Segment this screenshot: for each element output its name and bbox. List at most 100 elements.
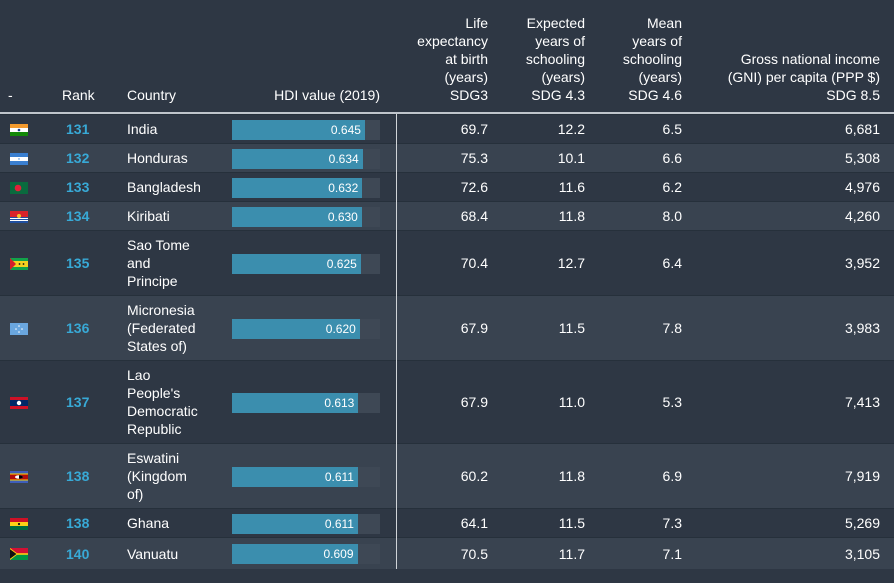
rank-link[interactable]: 132 [66, 150, 90, 166]
country-name-line: Lao [127, 367, 151, 383]
country-name-line: States of) [127, 338, 187, 354]
hdi-value: 0.620 [325, 321, 356, 336]
hdi-bar [232, 148, 363, 169]
rank-link[interactable]: 135 [66, 255, 90, 271]
rank-link[interactable]: 138 [66, 468, 90, 484]
vanuatu-flag-icon [10, 548, 28, 560]
expected-schooling-value: 11.6 [558, 179, 585, 195]
table-row[interactable]: 134 Kiribati 0.630 68.4 11.8 8.0 4,260 [0, 201, 894, 230]
rank-link[interactable]: 138 [66, 515, 90, 531]
hdi-bar-track: 0.611 [232, 466, 380, 487]
header-mean-line: schooling [622, 51, 682, 67]
table-row[interactable]: 137 Lao People's Democratic Republic 0.613 67.… [0, 360, 894, 443]
gni-value: 4,260 [844, 208, 880, 224]
header-mean-line: SDG 4.6 [628, 87, 682, 103]
gni-value: 4,976 [844, 179, 880, 195]
country-name[interactable]: Kiribati [127, 202, 227, 230]
header-hdi[interactable]: HDI value (2019) [232, 0, 380, 112]
mean-schooling-value: 5.3 [662, 394, 682, 410]
header-rank-label: Rank [62, 87, 95, 103]
table-row[interactable]: 132 Honduras 0.634 75.3 10.1 6.6 5,308 [0, 143, 894, 172]
mean-schooling-value: 7.8 [662, 320, 682, 336]
table-row[interactable]: 133 Bangladesh 0.632 72.6 11.6 6.2 4,976 [0, 172, 894, 201]
expected-schooling-value: 11.5 [558, 320, 585, 336]
gni-value: 5,308 [844, 150, 880, 166]
life-expectancy-value: 64.1 [460, 515, 488, 531]
header-mean-schooling[interactable]: Mean years of schooling (years) SDG 4.6 [586, 0, 682, 112]
rank-link[interactable]: 136 [66, 320, 90, 336]
country-name[interactable]: Sao Tome and Principe [127, 231, 227, 295]
country-name[interactable]: India [127, 115, 227, 143]
header-mean-label: Mean years of schooling (years) SDG 4.6 [586, 14, 682, 104]
country-name[interactable]: Bangladesh [127, 173, 227, 201]
table-footer-space [0, 569, 894, 583]
header-life-expectancy[interactable]: Life expectancy at birth (years) SDG3 [396, 0, 488, 112]
mean-schooling-value: 6.2 [662, 179, 682, 195]
eswatini-flag-icon [10, 470, 28, 483]
header-gni[interactable]: Gross national income (GNI) per capita (P… [684, 0, 880, 112]
country-name[interactable]: Vanuatu [127, 538, 227, 569]
hdi-bar [232, 318, 360, 339]
expected-schooling-value: 12.2 [557, 121, 585, 137]
header-life-line: SDG3 [449, 87, 488, 103]
header-expected-label: Expected years of schooling (years) SDG 4.3 [490, 14, 585, 104]
table-row[interactable]: 138 Eswatini (Kingdom of) 0.611 60.2 11.8 6.9 7,… [0, 443, 894, 508]
header-rank[interactable]: Rank [62, 0, 112, 112]
country-name[interactable]: Lao People's Democratic Republic [127, 361, 227, 443]
header-country[interactable]: Country [127, 0, 227, 112]
rank-link[interactable]: 134 [66, 208, 90, 224]
expected-schooling-value: 11.0 [558, 394, 585, 410]
country-name[interactable]: Micronesia (Federated States of) [127, 296, 227, 360]
hdi-bar-track: 0.620 [232, 318, 380, 339]
header-gni-label: Gross national income (GNI) per capita (P… [684, 50, 880, 104]
expected-schooling-value: 11.5 [558, 515, 585, 531]
header-mean-line: years of [632, 33, 682, 49]
country-name-line: Honduras [127, 150, 188, 166]
hdi-bar-track: 0.613 [232, 392, 380, 413]
country-name[interactable]: Ghana [127, 509, 227, 537]
table-row[interactable]: 140 Vanuatu 0.609 70.5 11.7 7.1 3,105 [0, 537, 894, 569]
header-expected-line: schooling [525, 51, 585, 67]
country-name[interactable]: Honduras [127, 144, 227, 172]
header-life-line: Life [465, 15, 488, 31]
country-name-line: Micronesia [127, 302, 195, 318]
hdi-bar [232, 177, 363, 198]
gni-value: 3,983 [844, 320, 880, 336]
country-name-line: (Federated [127, 320, 196, 336]
rank-link[interactable]: 140 [66, 545, 90, 562]
rank-link[interactable]: 133 [66, 179, 90, 195]
life-expectancy-value: 70.5 [460, 545, 488, 562]
table-row[interactable]: 138 Ghana 0.611 64.1 11.5 7.3 5,269 [0, 508, 894, 537]
header-gni-line: SDG 8.5 [826, 87, 880, 103]
header-expected-line: years of [535, 33, 585, 49]
header-flag: - [8, 0, 28, 112]
honduras-flag-icon [10, 152, 28, 165]
life-expectancy-value: 69.7 [460, 121, 488, 137]
hdi-bar [232, 206, 362, 227]
header-life-line: at birth [445, 51, 488, 67]
hdi-value: 0.611 [324, 516, 354, 531]
mean-schooling-value: 7.3 [662, 515, 682, 531]
mean-schooling-value: 8.0 [662, 208, 682, 224]
country-name-line: Ghana [127, 515, 170, 531]
header-hdi-label: HDI value (2019) [274, 87, 380, 103]
hdi-bar-track: 0.634 [232, 148, 380, 169]
table-row[interactable]: 136 Micronesia (Federated States of) 0.620 67… [0, 295, 894, 360]
header-expected-schooling[interactable]: Expected years of schooling (years) SDG 4.3 [490, 0, 585, 112]
country-name-line: Bangladesh [127, 179, 201, 195]
country-name-line: Eswatini [127, 450, 180, 466]
rank-link[interactable]: 137 [66, 394, 90, 410]
country-name-line: Republic [127, 421, 182, 437]
hdi-value: 0.613 [324, 395, 355, 410]
country-name-line: People's [127, 385, 181, 401]
expected-schooling-value: 10.1 [557, 150, 585, 166]
life-expectancy-value: 67.9 [460, 394, 488, 410]
country-name-line: Democratic [127, 403, 198, 419]
gni-value: 7,919 [844, 468, 880, 484]
table-row[interactable]: 131 India 0.645 69.7 12.2 6.5 6,681 [0, 114, 894, 143]
laos-flag-icon [10, 396, 28, 409]
rank-link[interactable]: 131 [66, 121, 90, 137]
table-row[interactable]: 135 Sao Tome and Principe 0.625 70.4 12.7 6.4 3,… [0, 230, 894, 295]
header-expected-line: Expected [526, 15, 585, 31]
country-name[interactable]: Eswatini (Kingdom of) [127, 444, 227, 508]
